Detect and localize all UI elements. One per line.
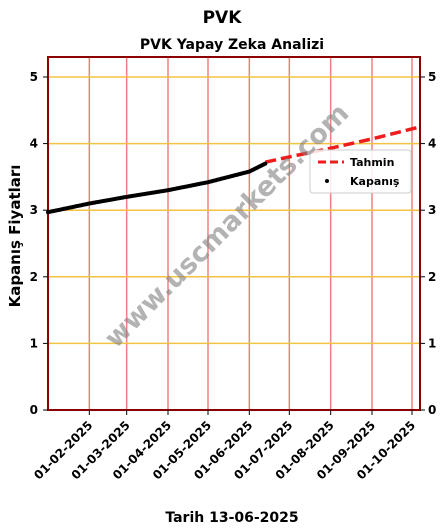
horizontal-gridlines: [48, 76, 420, 411]
y-tick-label-right: 2: [428, 270, 436, 284]
page-title: PVK: [203, 8, 243, 28]
y-tick-label-left: 0: [30, 403, 38, 417]
y-tick-label-right: 5: [428, 70, 436, 84]
x-axis-ticks: 01-02-202501-03-202501-04-202501-05-2025…: [31, 410, 418, 482]
y-axis-label: Kapanış Fiyatları: [6, 165, 24, 308]
forecast-line: [264, 125, 421, 164]
y-tick-label-left: 5: [30, 70, 38, 84]
y-tick-label-left: 1: [30, 336, 38, 350]
plot-frame: [47, 56, 421, 411]
legend-close-swatch: [325, 179, 329, 183]
y-tick-label-left: 2: [30, 270, 38, 284]
legend: Tahmin Kapanış: [309, 149, 412, 194]
y-tick-label-right: 1: [428, 336, 436, 350]
y-tick-label-right: 3: [428, 203, 436, 217]
close-price-point: [263, 161, 268, 166]
x-axis-label: Tarih 13-06-2025: [165, 510, 298, 526]
y-tick-label-right: 4: [428, 137, 436, 151]
chart-title: PVK Yapay Zeka Analizi: [140, 37, 324, 53]
legend-forecast-label: Tahmin: [350, 156, 394, 169]
y-tick-label-left: 4: [30, 137, 38, 151]
y-tick-label-left: 3: [30, 203, 38, 217]
y-axis-ticks: 0 0 1 1 2 2 3 3 4 4 5 5: [30, 70, 437, 417]
y-tick-label-right: 0: [428, 403, 436, 417]
series-layer: [46, 125, 421, 215]
watermark: www.uscmarkets.com: [99, 98, 356, 355]
vertical-gridlines: [88, 57, 413, 410]
legend-close-label: Kapanış: [350, 175, 400, 188]
